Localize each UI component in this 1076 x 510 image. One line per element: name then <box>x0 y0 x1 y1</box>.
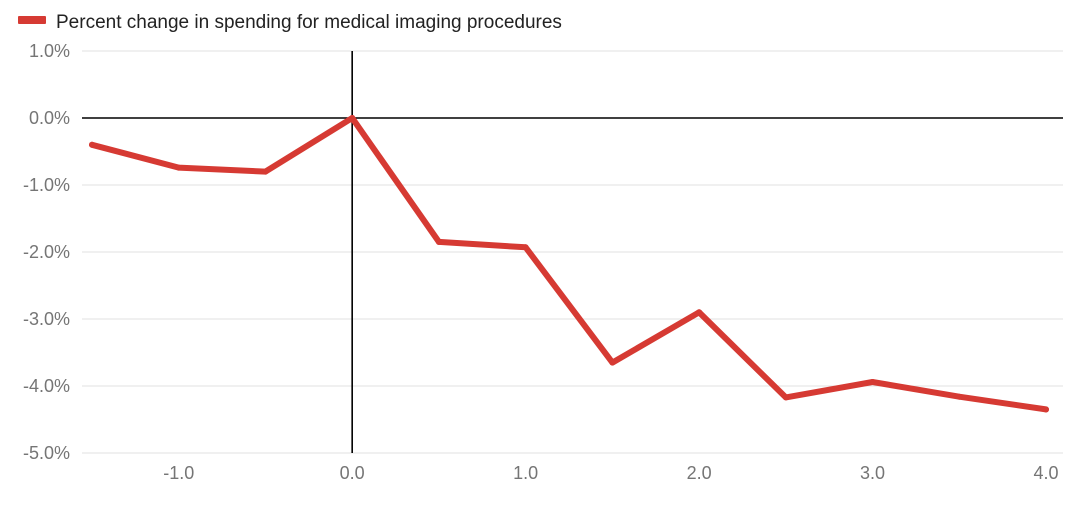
data-point <box>522 244 529 251</box>
y-tick-label: -4.0% <box>23 376 70 396</box>
y-tick-label: -5.0% <box>23 443 70 463</box>
data-point <box>782 394 789 401</box>
data-point <box>609 359 616 366</box>
x-tick-label: 1.0 <box>513 463 538 483</box>
data-point <box>956 393 963 400</box>
data-point <box>349 115 356 121</box>
x-tick-label: 3.0 <box>860 463 885 483</box>
x-tick-label: 0.0 <box>340 463 365 483</box>
legend-label: Percent change in spending for medical i… <box>56 12 562 33</box>
y-tick-label: 1.0% <box>29 41 70 61</box>
data-point <box>869 378 876 385</box>
x-tick-label: 2.0 <box>687 463 712 483</box>
y-tick-label: -2.0% <box>23 242 70 262</box>
legend: Percent change in spending for medical i… <box>18 12 562 33</box>
data-point <box>175 164 182 171</box>
legend-swatch <box>18 16 46 24</box>
gridlines <box>82 50 1063 454</box>
data-point <box>696 309 703 316</box>
series-layer <box>89 115 1049 413</box>
y-tick-label: -1.0% <box>23 175 70 195</box>
series-line <box>89 115 1049 413</box>
y-tick-label: 0.0% <box>29 108 70 128</box>
y-tick-labels: 1.0% 0.0% -1.0% -2.0% -3.0% -4.0% -5.0% <box>23 41 70 463</box>
x-tick-labels: -1.0 0.0 1.0 2.0 3.0 4.0 <box>163 463 1058 483</box>
data-point <box>89 141 95 148</box>
data-point <box>262 168 269 175</box>
data-point <box>1043 406 1049 413</box>
x-tick-label: -1.0 <box>163 463 194 483</box>
data-point <box>435 238 442 245</box>
y-tick-label: -3.0% <box>23 309 70 329</box>
x-tick-label: 4.0 <box>1033 463 1058 483</box>
